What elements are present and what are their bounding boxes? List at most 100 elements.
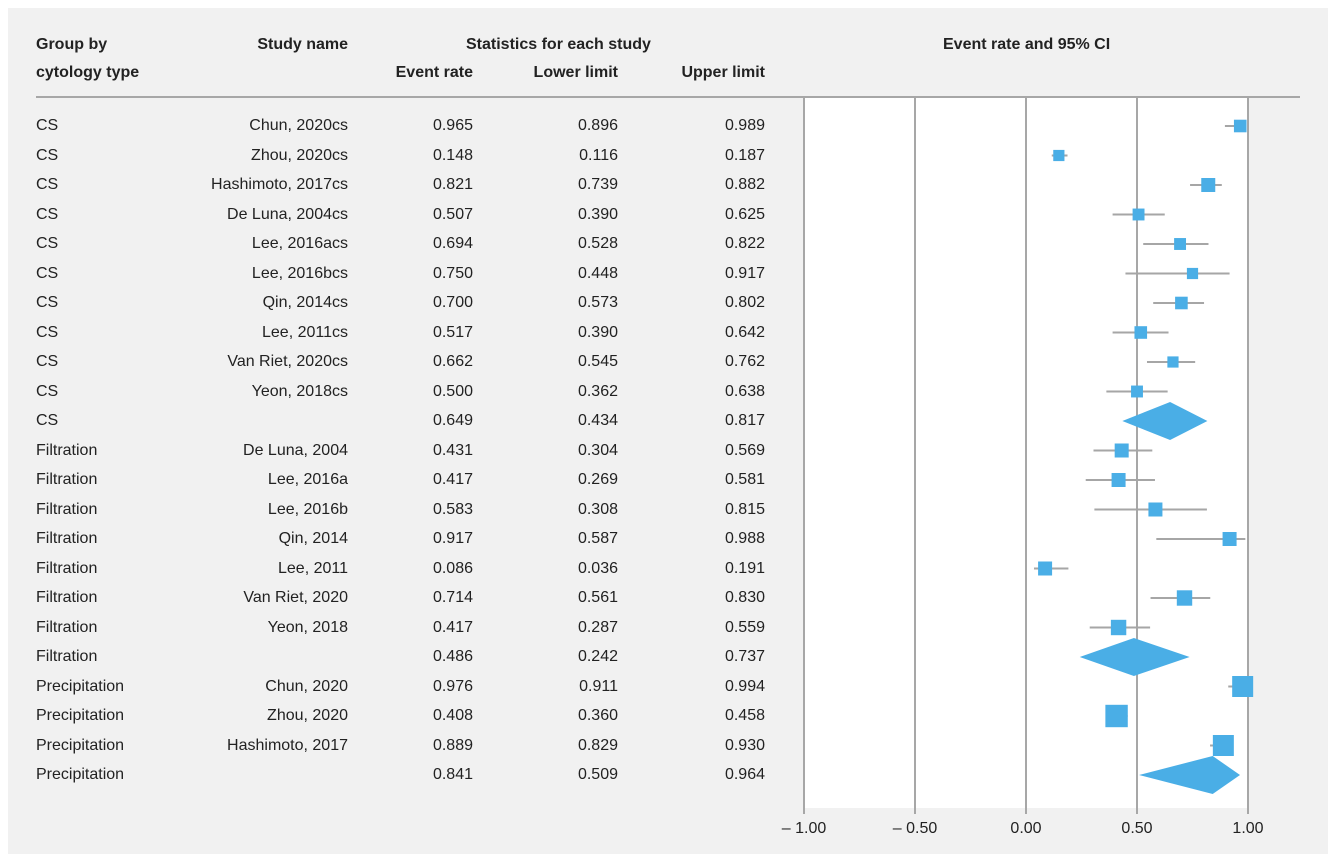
- header-separator: [36, 96, 1300, 98]
- group-cell: Filtration: [36, 648, 98, 665]
- event-rate-cell: 0.821: [432, 176, 473, 193]
- study-name-cell: Chun, 2020: [265, 677, 348, 695]
- study-name-cell: Van Riet, 2020cs: [227, 353, 348, 370]
- study-name-cell: Lee, 2016bcs: [251, 264, 348, 282]
- x-tick-label: – 1.00: [782, 820, 827, 837]
- point-estimate: [1186, 267, 1199, 280]
- lower-limit-cell: 0.287: [577, 618, 618, 636]
- lower-limit-cell: 0.036: [577, 559, 618, 577]
- group-cell: CS: [36, 235, 59, 252]
- group-cell: Filtration: [36, 589, 98, 606]
- group-cell: Filtration: [36, 500, 98, 518]
- lower-limit-cell: 0.304: [577, 441, 618, 459]
- group-cell: CS: [36, 353, 59, 370]
- group-cell: CS: [36, 382, 59, 400]
- lower-limit-cell: 0.390: [577, 323, 618, 341]
- event-rate-cell: 0.976: [432, 677, 473, 695]
- study-name-cell: Hashimoto, 2017: [227, 736, 348, 754]
- group-cell: CS: [36, 117, 59, 134]
- point-estimate: [1134, 326, 1148, 339]
- upper-limit-cell: 0.569: [724, 441, 765, 459]
- header-group-by: Group by: [36, 36, 108, 53]
- event-rate-cell: 0.148: [432, 146, 473, 164]
- event-rate-cell: 0.507: [432, 205, 473, 223]
- event-rate-cell: 0.086: [432, 559, 473, 577]
- lower-limit-cell: 0.242: [577, 648, 618, 665]
- upper-limit-cell: 0.458: [724, 707, 765, 724]
- upper-limit-cell: 0.191: [724, 559, 765, 577]
- upper-limit-cell: 0.559: [724, 618, 765, 636]
- group-cell: CS: [36, 146, 59, 164]
- lower-limit-cell: 0.509: [577, 766, 618, 783]
- upper-limit-cell: 0.581: [724, 471, 765, 488]
- point-estimate: [1038, 561, 1053, 576]
- lower-limit-cell: 0.360: [577, 707, 618, 724]
- lower-limit-cell: 0.829: [577, 736, 618, 754]
- point-estimate: [1131, 385, 1143, 398]
- point-estimate: [1222, 532, 1237, 546]
- study-name-cell: Yeon, 2018: [267, 618, 348, 636]
- point-estimate: [1176, 590, 1193, 606]
- group-cell: CS: [36, 323, 59, 341]
- study-name-cell: Qin, 2014: [278, 530, 348, 547]
- group-cell: Filtration: [36, 618, 98, 636]
- group-cell: Filtration: [36, 530, 98, 547]
- point-estimate: [1053, 149, 1065, 162]
- study-name-cell: Chun, 2020cs: [249, 117, 348, 134]
- upper-limit-cell: 0.817: [724, 412, 765, 429]
- event-rate-cell: 0.965: [432, 117, 473, 134]
- upper-limit-cell: 0.989: [724, 117, 765, 134]
- group-cell: CS: [36, 412, 59, 429]
- study-name-cell: De Luna, 2004: [243, 441, 348, 459]
- header-cytology-type: cytology type: [36, 64, 140, 81]
- study-name-cell: Zhou, 2020: [267, 707, 348, 724]
- header-lower-limit: Lower limit: [533, 64, 618, 81]
- study-name-cell: Lee, 2016b: [267, 500, 348, 518]
- event-rate-cell: 0.486: [432, 648, 473, 665]
- study-name-cell: Lee, 2011cs: [262, 323, 348, 341]
- upper-limit-cell: 0.187: [724, 146, 765, 164]
- lower-limit-cell: 0.448: [577, 264, 618, 282]
- event-rate-cell: 0.694: [432, 235, 473, 252]
- point-estimate: [1167, 356, 1179, 368]
- study-name-cell: Van Riet, 2020: [243, 589, 348, 606]
- point-estimate: [1175, 296, 1188, 310]
- group-cell: CS: [36, 205, 59, 223]
- study-name-cell: Zhou, 2020cs: [251, 146, 348, 164]
- x-tick-label: – 0.50: [893, 820, 938, 837]
- header-plot-title: Event rate and 95% CI: [943, 36, 1111, 53]
- x-tick-label: 0.00: [1010, 820, 1041, 837]
- upper-limit-cell: 0.802: [724, 294, 765, 311]
- upper-limit-cell: 0.882: [724, 176, 765, 193]
- lower-limit-cell: 0.434: [577, 412, 618, 429]
- group-cell: Filtration: [36, 559, 98, 577]
- event-rate-cell: 0.431: [432, 441, 473, 459]
- event-rate-cell: 0.649: [432, 412, 473, 429]
- point-estimate: [1174, 238, 1187, 250]
- upper-limit-cell: 0.994: [724, 677, 765, 695]
- event-rate-cell: 0.417: [432, 618, 473, 636]
- upper-limit-cell: 0.642: [724, 323, 765, 341]
- lower-limit-cell: 0.587: [577, 530, 618, 547]
- lower-limit-cell: 0.911: [579, 677, 618, 695]
- summary-diamond: [1079, 638, 1190, 676]
- study-name-cell: Yeon, 2018cs: [251, 382, 348, 400]
- point-estimate: [1114, 443, 1129, 458]
- header-study-name: Study name: [257, 36, 348, 53]
- event-rate-cell: 0.500: [432, 382, 473, 400]
- header-event-rate: Event rate: [395, 64, 473, 81]
- upper-limit-cell: 0.930: [724, 736, 765, 754]
- upper-limit-cell: 0.822: [724, 235, 765, 252]
- upper-limit-cell: 0.762: [724, 353, 765, 370]
- event-rate-cell: 0.408: [432, 707, 473, 724]
- upper-limit-cell: 0.830: [724, 589, 765, 606]
- point-estimate: [1148, 502, 1163, 517]
- group-cell: Precipitation: [36, 677, 125, 695]
- event-rate-cell: 0.417: [432, 471, 473, 488]
- study-name-cell: Lee, 2016acs: [251, 235, 348, 252]
- summary-diamond: [1138, 756, 1241, 794]
- upper-limit-cell: 0.988: [724, 530, 765, 547]
- lower-limit-cell: 0.116: [579, 146, 618, 164]
- event-rate-cell: 0.517: [432, 323, 473, 341]
